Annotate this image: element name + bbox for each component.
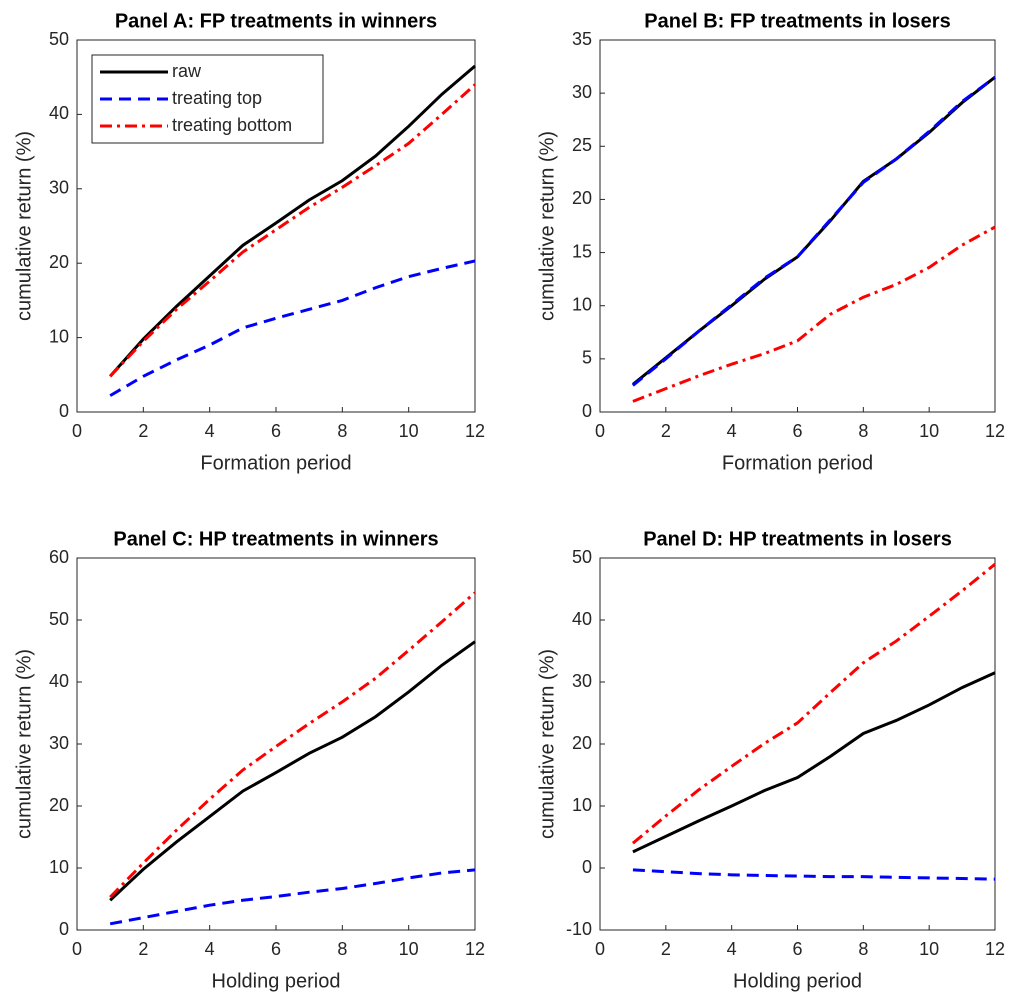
y-tick-label: 50 <box>49 609 69 629</box>
plot-area <box>599 39 996 413</box>
plot-area <box>599 557 996 931</box>
y-tick-label: 0 <box>59 919 69 939</box>
y-tick-label: 15 <box>572 241 592 261</box>
chart-title: Panel A: FP treatments in winners <box>115 10 437 32</box>
y-tick-label: 0 <box>582 857 592 877</box>
y-tick-label: 30 <box>572 671 592 691</box>
line-series <box>631 563 996 845</box>
legend-label: raw <box>172 61 202 81</box>
chart-title: Panel D: HP treatments in losers <box>643 528 952 550</box>
x-tick-label: 8 <box>337 421 347 441</box>
x-axis-label: Holding period <box>733 970 862 992</box>
x-tick-label: 0 <box>72 939 82 959</box>
x-tick-label: 10 <box>399 939 419 959</box>
x-tick-label: 10 <box>399 421 419 441</box>
y-tick-label: 50 <box>572 547 592 567</box>
x-tick-label: 12 <box>465 939 485 959</box>
x-tick-label: 8 <box>858 421 868 441</box>
x-tick-label: 0 <box>595 939 605 959</box>
legend-label: treating top <box>172 88 262 108</box>
line-series <box>109 259 476 397</box>
line-series <box>632 868 996 881</box>
y-tick-label: 0 <box>59 401 69 421</box>
x-tick-label: 12 <box>985 421 1005 441</box>
y-tick-label: 35 <box>572 29 592 49</box>
y-tick-label: 10 <box>49 326 69 346</box>
y-tick-label: 20 <box>49 795 69 815</box>
x-tick-label: 2 <box>661 421 671 441</box>
line-series <box>632 671 996 854</box>
x-tick-label: 8 <box>858 939 868 959</box>
y-tick-label: 0 <box>582 401 592 421</box>
y-tick-label: 25 <box>572 135 592 155</box>
x-tick-label: 4 <box>205 939 215 959</box>
x-tick-label: 0 <box>595 421 605 441</box>
x-axis-label: Holding period <box>212 970 341 992</box>
x-tick-label: 4 <box>205 421 215 441</box>
y-tick-label: 40 <box>49 103 69 123</box>
x-tick-label: 6 <box>792 421 802 441</box>
y-tick-label: 30 <box>572 82 592 102</box>
y-tick-label: 5 <box>582 348 592 368</box>
y-axis-label: cumulative return (%) <box>536 131 558 321</box>
chart-title: Panel B: FP treatments in losers <box>644 10 950 32</box>
x-tick-label: 6 <box>271 939 281 959</box>
y-tick-label: 40 <box>49 671 69 691</box>
line-series <box>109 64 476 378</box>
x-tick-label: 2 <box>138 421 148 441</box>
x-tick-label: 10 <box>919 421 939 441</box>
y-tick-label: 10 <box>49 857 69 877</box>
x-tick-label: 6 <box>271 421 281 441</box>
plot-area <box>76 557 476 931</box>
line-series <box>109 83 477 378</box>
chart-title: Panel C: HP treatments in winners <box>113 528 438 550</box>
y-tick-label: 10 <box>572 795 592 815</box>
line-series <box>109 591 476 899</box>
y-axis-label: cumulative return (%) <box>13 131 35 321</box>
legend-label: treating bottom <box>172 115 292 135</box>
y-tick-label: 50 <box>49 29 69 49</box>
line-series <box>631 75 996 387</box>
y-tick-label: 20 <box>572 188 592 208</box>
y-tick-label: 20 <box>572 733 592 753</box>
y-tick-label: 60 <box>49 547 69 567</box>
x-tick-label: 4 <box>727 421 737 441</box>
x-tick-label: 6 <box>792 939 802 959</box>
y-tick-label: 30 <box>49 178 69 198</box>
y-axis-label: cumulative return (%) <box>13 649 35 839</box>
y-tick-label: 20 <box>49 252 69 272</box>
x-tick-label: 2 <box>138 939 148 959</box>
y-tick-label: 40 <box>572 609 592 629</box>
y-tick-label: 10 <box>572 294 592 314</box>
line-series <box>632 225 996 403</box>
x-tick-label: 2 <box>661 939 671 959</box>
x-tick-label: 12 <box>985 939 1005 959</box>
x-tick-label: 12 <box>465 421 485 441</box>
x-tick-label: 8 <box>337 939 347 959</box>
x-tick-label: 10 <box>919 939 939 959</box>
x-axis-label: Formation period <box>200 452 351 474</box>
x-tick-label: 0 <box>72 421 82 441</box>
y-tick-label: -10 <box>566 919 592 939</box>
line-series <box>109 640 476 902</box>
y-axis-label: cumulative return (%) <box>536 649 558 839</box>
x-tick-label: 4 <box>727 939 737 959</box>
x-axis-label: Formation period <box>722 452 873 474</box>
line-series <box>109 868 476 926</box>
y-tick-label: 30 <box>49 733 69 753</box>
